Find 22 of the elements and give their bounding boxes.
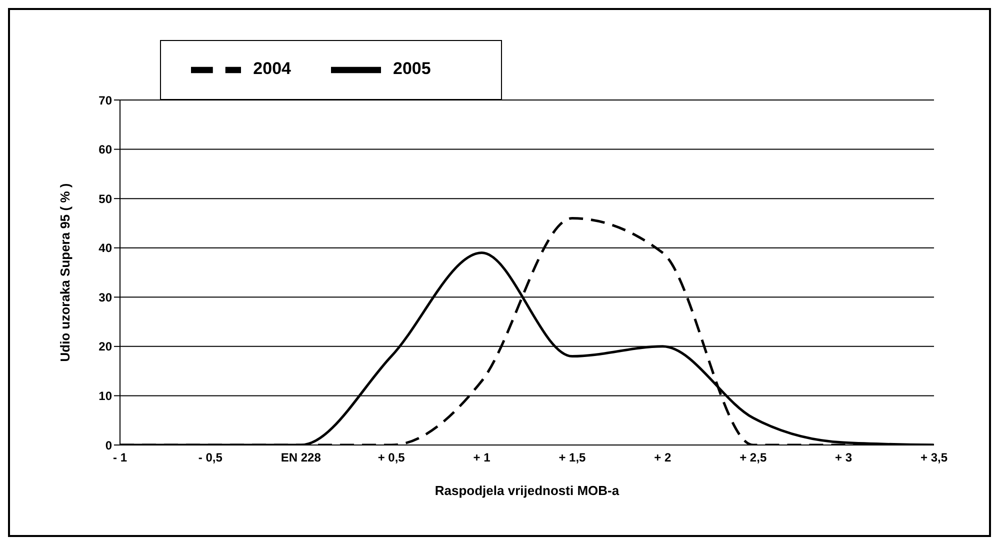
x-tick-label: + 3 (835, 450, 852, 465)
x-tick-label: + 0,5 (378, 450, 406, 465)
x-tick-label: - 1 (112, 450, 128, 465)
x-tick-label: + 1,5 (558, 450, 586, 465)
legend-label: 2005 (393, 59, 431, 78)
y-tick-label: 10 (98, 388, 112, 403)
y-axis-title: Udio uzoraka Supera 95 ( % ) (58, 183, 73, 362)
legend-label: 2004 (253, 59, 291, 78)
y-tick-label: 60 (98, 142, 112, 157)
y-tick-label: 0 (105, 438, 112, 452)
x-tick-label: + 1 (473, 450, 491, 465)
x-tick-label: EN 228 (280, 450, 322, 465)
y-tick-label: 40 (98, 241, 112, 256)
x-tick-label: + 2 (654, 450, 672, 465)
x-tick-label: + 2,5 (740, 450, 767, 465)
y-tick-label: 70 (98, 93, 112, 108)
x-axis-title: Raspodjela vrijednosti MOB-a (434, 483, 620, 498)
y-tick-label: 30 (98, 290, 112, 304)
x-tick-label: - 0,5 (198, 450, 223, 465)
y-tick-label: 20 (98, 340, 112, 354)
x-tick-label: + 3,5 (920, 450, 948, 465)
y-tick-label: 50 (98, 192, 112, 206)
